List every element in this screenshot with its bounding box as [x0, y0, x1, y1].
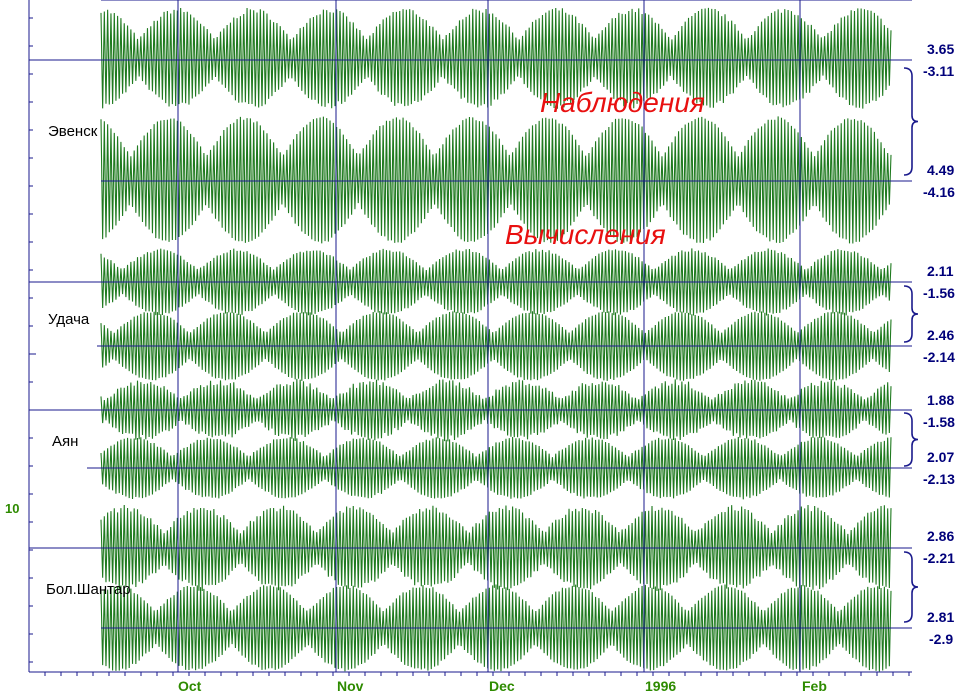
y-tick-10: 10	[5, 501, 19, 516]
trace-ayan-computed	[100, 436, 892, 500]
value-evensk-comp-min: -4.16	[923, 184, 955, 200]
x-tick-feb: Feb	[802, 678, 827, 694]
value-evensk-comp-max: 4.49	[927, 162, 954, 178]
trace-udacha-observed	[100, 248, 892, 316]
value-udacha-obs-max: 2.11	[927, 263, 954, 279]
trace-ayan-observed	[100, 378, 892, 442]
value-shantar-comp-min: -2.9	[929, 631, 953, 647]
pair-brace-0	[903, 67, 919, 176]
annotation-observed: Наблюдения	[540, 87, 705, 118]
value-udacha-comp-min: -2.14	[923, 349, 955, 365]
pair-braces	[903, 67, 919, 623]
station-label-evensk: Эвенск	[48, 123, 98, 140]
station-label-ayan: Аян	[52, 433, 78, 450]
value-shantar-obs-max: 2.86	[927, 528, 954, 544]
value-evensk-obs-max: 3.65	[927, 41, 954, 57]
pair-brace-2	[903, 412, 919, 467]
pair-brace-1	[903, 285, 919, 343]
value-evensk-obs-min: -3.11	[923, 63, 954, 79]
trace-shantar-computed	[100, 584, 892, 672]
value-ayan-comp-min: -2.13	[923, 471, 955, 487]
pair-brace-3	[903, 551, 919, 623]
grid-lines	[28, 0, 912, 676]
station-label-bol-shantar: Бол.Шантар	[46, 581, 131, 598]
value-shantar-comp-max: 2.81	[927, 609, 954, 625]
value-udacha-comp-max: 2.46	[927, 327, 954, 343]
value-ayan-obs-max: 1.88	[927, 392, 954, 408]
value-udacha-obs-min: -1.56	[923, 285, 955, 301]
value-ayan-comp-max: 2.07	[927, 449, 954, 465]
annotation-computed: Вычисления	[505, 219, 666, 250]
x-tick-1996: 1996	[645, 678, 676, 694]
value-ayan-obs-min: -1.58	[923, 414, 955, 430]
x-tick-oct: Oct	[178, 678, 202, 694]
trace-evensk-computed	[100, 116, 892, 244]
wave-traces	[100, 7, 892, 672]
trace-udacha-computed	[100, 311, 892, 381]
x-tick-dec: Dec	[489, 678, 515, 694]
trace-evensk-observed	[100, 7, 892, 109]
trace-shantar-observed	[100, 504, 892, 592]
value-shantar-obs-min: -2.21	[923, 550, 955, 566]
x-tick-nov: Nov	[337, 678, 364, 694]
station-label-udacha: Удача	[48, 311, 90, 328]
